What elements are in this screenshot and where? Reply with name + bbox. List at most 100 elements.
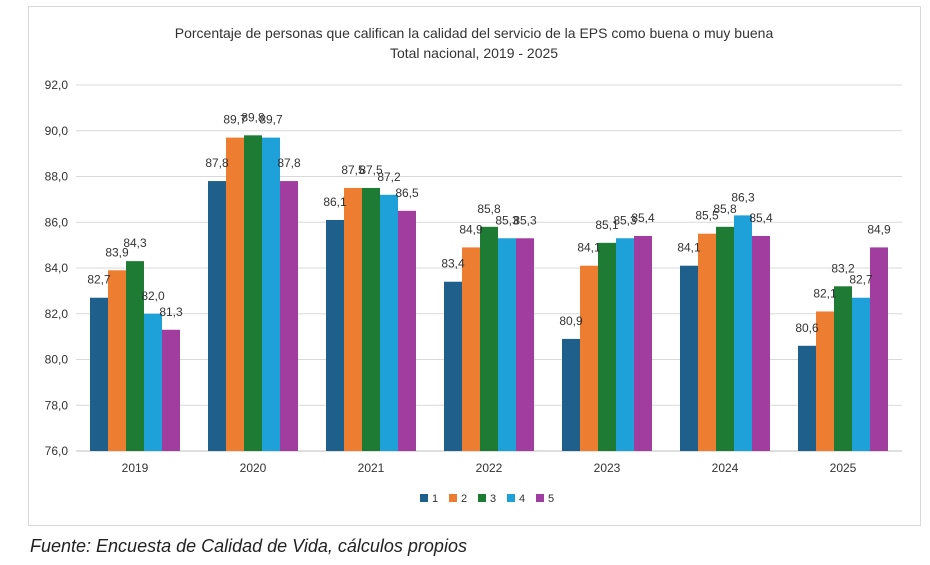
bar-2019-series-4	[144, 313, 162, 451]
bar-2019-series-3	[126, 261, 144, 451]
bar-2025-series-4	[852, 297, 870, 451]
data-label: 83,9	[105, 245, 129, 259]
bar-2023-series-1	[562, 338, 580, 451]
data-label: 84,9	[459, 222, 483, 236]
data-label: 80,9	[559, 314, 583, 328]
bar-2025-series-5	[870, 247, 888, 451]
legend-swatch-4	[507, 494, 515, 502]
bars	[90, 135, 888, 452]
data-label: 85,8	[713, 202, 737, 216]
source-note: Fuente: Encuesta de Calidad de Vida, cál…	[30, 536, 467, 556]
data-label: 85,4	[631, 211, 655, 225]
data-label: 87,8	[205, 156, 229, 170]
bar-2024-series-4	[734, 215, 752, 451]
chart-frame: Porcentaje de personas que califican la …	[28, 6, 921, 526]
bar-2025-series-1	[798, 345, 816, 451]
legend-label-4: 4	[519, 493, 525, 505]
data-label: 87,8	[277, 156, 301, 170]
data-label: 82,7	[849, 273, 873, 287]
bar-2020-series-1	[208, 181, 226, 451]
bar-2022-series-1	[444, 281, 462, 451]
bar-2021-series-4	[380, 194, 398, 452]
legend-swatch-3	[478, 494, 486, 502]
bar-2020-series-5	[280, 181, 298, 451]
data-labels: 82,7 83,984,3 82,0 81,3 87,8 89,789,889,7 87,8…	[87, 110, 891, 334]
bar-2021-series-5	[398, 210, 416, 451]
bar-chart: Porcentaje de personas que califican la …	[45, 25, 902, 505]
data-label: 87,5	[341, 163, 365, 177]
data-label: 89,7	[259, 113, 283, 127]
x-category-label: 2019	[122, 461, 149, 475]
bar-2023-series-2	[580, 265, 598, 451]
x-category-label: 2024	[712, 461, 739, 475]
bar-2023-series-3	[598, 242, 616, 451]
chart-subtitle: Total nacional, 2019 - 2025	[390, 45, 558, 61]
legend-swatch-2	[449, 494, 457, 502]
data-label: 86,1	[323, 195, 347, 209]
legend-label-1: 1	[432, 493, 438, 505]
bar-2024-series-1	[680, 265, 698, 451]
data-label: 82,7	[87, 273, 111, 287]
data-label: 85,4	[749, 211, 773, 225]
bar-2021-series-2	[344, 187, 362, 451]
x-category-label: 2025	[830, 461, 857, 475]
x-category-label: 2021	[358, 461, 385, 475]
data-label: 84,1	[677, 241, 701, 255]
data-label: 83,4	[441, 257, 465, 271]
data-label: 87,5	[359, 163, 383, 177]
y-tick-label: 84,0	[45, 261, 69, 275]
bar-2019-series-1	[90, 297, 108, 451]
data-label: 84,3	[123, 236, 147, 250]
legend-swatch-5	[536, 494, 544, 502]
y-tick-label: 86,0	[45, 215, 69, 229]
bar-2020-series-4	[262, 137, 280, 452]
x-category-label: 2023	[594, 461, 621, 475]
y-tick-label: 78,0	[45, 398, 69, 412]
bar-2022-series-5	[516, 238, 534, 451]
data-label: 89,8	[241, 110, 265, 124]
x-axis-categories: 2019 2020 2021 2022 2023 2024 2025	[122, 461, 857, 475]
legend-label-5: 5	[548, 493, 554, 505]
data-label: 85,8	[477, 202, 501, 216]
bar-2024-series-5	[752, 235, 770, 451]
bar-2025-series-3	[834, 286, 852, 451]
bar-2021-series-3	[362, 187, 380, 451]
bar-2025-series-2	[816, 311, 834, 451]
chart-title: Porcentaje de personas que califican la …	[175, 25, 774, 41]
y-axis-ticks: 76,0 78,0 80,0 82,0 84,0 86,0 88,0 90,0 92,0	[45, 78, 69, 458]
bar-2024-series-3	[716, 226, 734, 451]
y-tick-label: 76,0	[45, 444, 69, 458]
bar-2023-series-5	[634, 235, 652, 451]
y-tick-label: 88,0	[45, 170, 69, 184]
bar-2022-series-2	[462, 247, 480, 451]
bar-2020-series-2	[226, 137, 244, 452]
bar-2022-series-3	[480, 226, 498, 451]
data-label: 83,2	[831, 261, 855, 275]
data-label: 82,0	[141, 289, 165, 303]
data-label: 80,6	[795, 321, 819, 335]
data-label: 84,9	[867, 222, 891, 236]
data-label: 85,1	[595, 218, 619, 232]
data-label: 89,7	[223, 113, 247, 127]
y-tick-label: 92,0	[45, 78, 69, 92]
y-tick-label: 82,0	[45, 307, 69, 321]
data-label: 86,3	[731, 190, 755, 204]
bar-2022-series-4	[498, 238, 516, 451]
data-label: 86,5	[395, 186, 419, 200]
x-category-label: 2020	[240, 461, 267, 475]
bar-2021-series-1	[326, 219, 344, 451]
legend-label-2: 2	[461, 493, 467, 505]
bar-2024-series-2	[698, 233, 716, 451]
data-label: 82,1	[813, 286, 837, 300]
bar-2019-series-2	[108, 270, 126, 451]
bar-2023-series-4	[616, 238, 634, 451]
x-category-label: 2022	[476, 461, 503, 475]
y-tick-label: 80,0	[45, 353, 69, 367]
bar-2020-series-3	[244, 135, 262, 451]
bar-2019-series-5	[162, 329, 180, 451]
data-label: 84,1	[577, 241, 601, 255]
data-label: 85,3	[613, 213, 637, 227]
data-label: 85,3	[495, 213, 519, 227]
data-label: 85,5	[695, 209, 719, 223]
data-label: 87,2	[377, 170, 401, 184]
